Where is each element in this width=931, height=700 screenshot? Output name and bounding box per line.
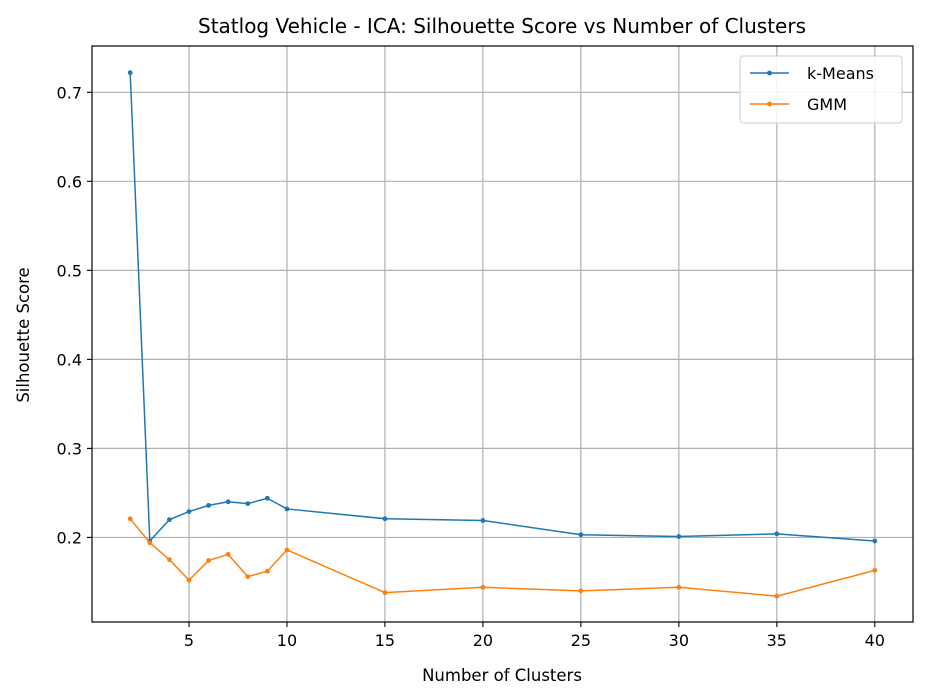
y-axis: 0.2 0.3 0.4 0.5 0.6 0.7 (57, 83, 92, 547)
data-point-gmm (186, 577, 192, 583)
data-point-gmm (166, 557, 172, 563)
data-point-k-means (480, 518, 486, 523)
data-point-gmm (245, 574, 251, 579)
series-line-k-means (129, 72, 875, 543)
data-point-gmm (206, 558, 211, 563)
x-tick-label: 20 (473, 631, 493, 650)
data-point-k-means (225, 499, 231, 505)
data-point-gmm (127, 516, 133, 522)
data-point-k-means (206, 502, 211, 508)
data-point-gmm (676, 584, 682, 590)
x-tick-label: 25 (571, 631, 591, 650)
y-tick-label: 0.5 (57, 261, 82, 280)
data-point-k-means (872, 538, 878, 544)
x-axis: 5 10 15 20 25 30 35 40 (184, 622, 885, 650)
data-point-k-means (245, 501, 251, 506)
data-point-k-means (676, 534, 682, 539)
x-tick-label: 10 (277, 631, 297, 650)
legend-label: GMM (807, 95, 847, 114)
data-point-gmm (774, 593, 780, 599)
grid (92, 46, 913, 622)
x-tick-label: 35 (767, 631, 787, 650)
y-tick-label: 0.6 (57, 172, 82, 191)
series-gmm (127, 516, 878, 599)
data-point-k-means (774, 531, 780, 537)
legend-swatch-marker (767, 70, 772, 76)
data-point-k-means (186, 509, 192, 515)
data-point-gmm (284, 547, 290, 553)
x-axis-label: Number of Clusters (422, 666, 582, 685)
x-tick-label: 15 (375, 631, 395, 650)
y-tick-label: 0.4 (57, 350, 82, 369)
legend-item-gmm: GMM (750, 95, 847, 114)
data-point-gmm (872, 567, 878, 573)
x-tick-label: 30 (669, 631, 689, 650)
series-line-gmm (129, 518, 875, 597)
data-point-gmm (264, 568, 270, 574)
chart-title: Statlog Vehicle - ICA: Silhouette Score … (198, 14, 806, 38)
legend-item-k-means: k-Means (750, 64, 874, 83)
legend-swatch-marker (767, 101, 772, 107)
data-point-k-means (284, 506, 290, 512)
data-point-k-means (578, 532, 584, 538)
y-tick-label: 0.2 (57, 528, 82, 547)
y-tick-label: 0.7 (57, 83, 82, 102)
data-point-gmm (382, 590, 388, 596)
y-axis-label: Silhouette Score (14, 267, 33, 402)
series-k-means (127, 70, 878, 544)
data-point-gmm (578, 588, 584, 594)
data-point-k-means (382, 516, 388, 522)
data-point-gmm (480, 584, 486, 590)
data-point-k-means (166, 517, 172, 523)
x-tick-label: 5 (184, 631, 194, 650)
data-point-k-means (127, 70, 133, 76)
legend: k-Means GMM (739, 55, 903, 124)
data-point-k-means (264, 495, 270, 501)
series-layer (127, 70, 878, 599)
x-tick-label: 40 (865, 631, 885, 650)
data-point-gmm (147, 540, 153, 546)
y-tick-label: 0.3 (57, 439, 82, 458)
data-point-gmm (225, 551, 231, 557)
legend-label: k-Means (807, 64, 874, 83)
plot-frame (91, 45, 914, 623)
